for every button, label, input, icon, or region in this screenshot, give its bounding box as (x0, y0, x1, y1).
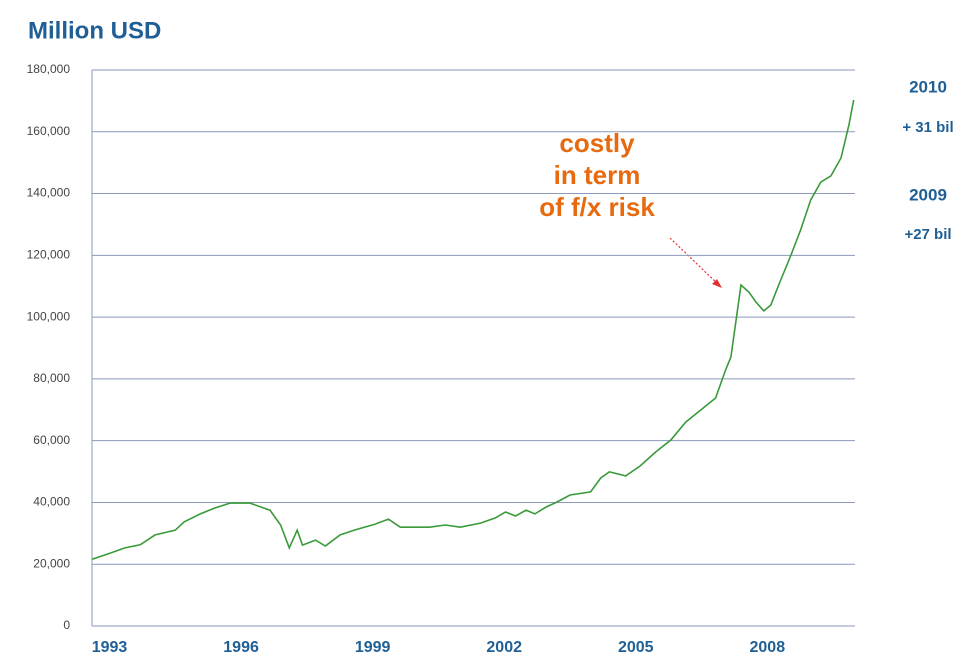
x-tick-label: 1993 (92, 639, 128, 656)
x-tick-label: 2008 (750, 639, 786, 656)
y-tick-label: 40,000 (33, 495, 70, 509)
data-line (91, 99, 855, 561)
y-tick-label: 0 (63, 618, 70, 632)
side-note: + 31 bil (902, 119, 953, 136)
x-tick-label: 2005 (618, 639, 654, 656)
side-note: +27 bil (904, 226, 951, 243)
y-tick-label: 160,000 (27, 124, 71, 138)
chart-title: Million USD (28, 17, 161, 44)
y-tick-label: 20,000 (33, 556, 70, 570)
x-tick-label: 2002 (486, 639, 522, 656)
x-tick-label: 1996 (223, 639, 259, 656)
y-tick-label: 80,000 (33, 371, 70, 385)
side-note: 2009 (909, 185, 947, 204)
annotation: of f/x risk (539, 192, 655, 222)
y-tick-label: 180,000 (27, 62, 71, 76)
y-tick-label: 120,000 (27, 248, 71, 262)
y-tick-label: 140,000 (27, 186, 71, 200)
annotation-arrow (669, 237, 723, 289)
y-tick-label: 60,000 (33, 433, 70, 447)
arrow-head (712, 279, 722, 288)
x-tick-label: 1999 (355, 639, 391, 656)
side-note: 2010 (909, 77, 947, 96)
annotation: costly (559, 128, 635, 158)
y-tick-label: 100,000 (27, 309, 71, 323)
annotation: in term (554, 160, 641, 190)
